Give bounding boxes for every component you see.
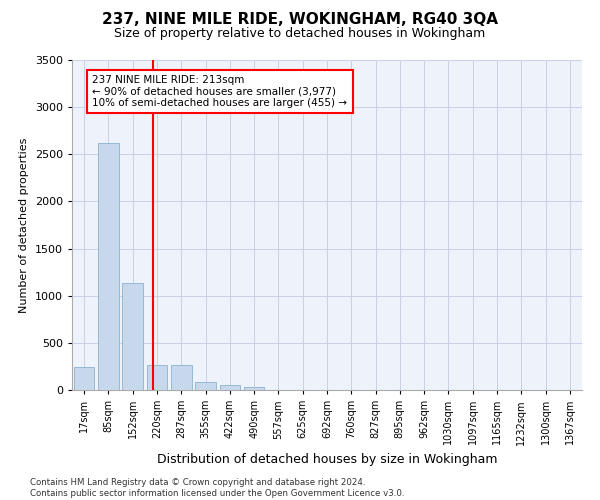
Bar — [244, 387, 265, 390]
Bar — [195, 382, 216, 390]
Y-axis label: Number of detached properties: Number of detached properties — [19, 138, 29, 312]
Text: Size of property relative to detached houses in Wokingham: Size of property relative to detached ho… — [115, 28, 485, 40]
Bar — [98, 143, 119, 390]
Bar — [74, 368, 94, 390]
Text: Contains HM Land Registry data © Crown copyright and database right 2024.
Contai: Contains HM Land Registry data © Crown c… — [30, 478, 404, 498]
Text: 237, NINE MILE RIDE, WOKINGHAM, RG40 3QA: 237, NINE MILE RIDE, WOKINGHAM, RG40 3QA — [102, 12, 498, 28]
Text: 237 NINE MILE RIDE: 213sqm
← 90% of detached houses are smaller (3,977)
10% of s: 237 NINE MILE RIDE: 213sqm ← 90% of deta… — [92, 75, 347, 108]
Bar — [146, 364, 167, 390]
Bar — [171, 364, 191, 390]
Bar — [220, 386, 240, 390]
Bar — [122, 284, 143, 390]
X-axis label: Distribution of detached houses by size in Wokingham: Distribution of detached houses by size … — [157, 453, 497, 466]
